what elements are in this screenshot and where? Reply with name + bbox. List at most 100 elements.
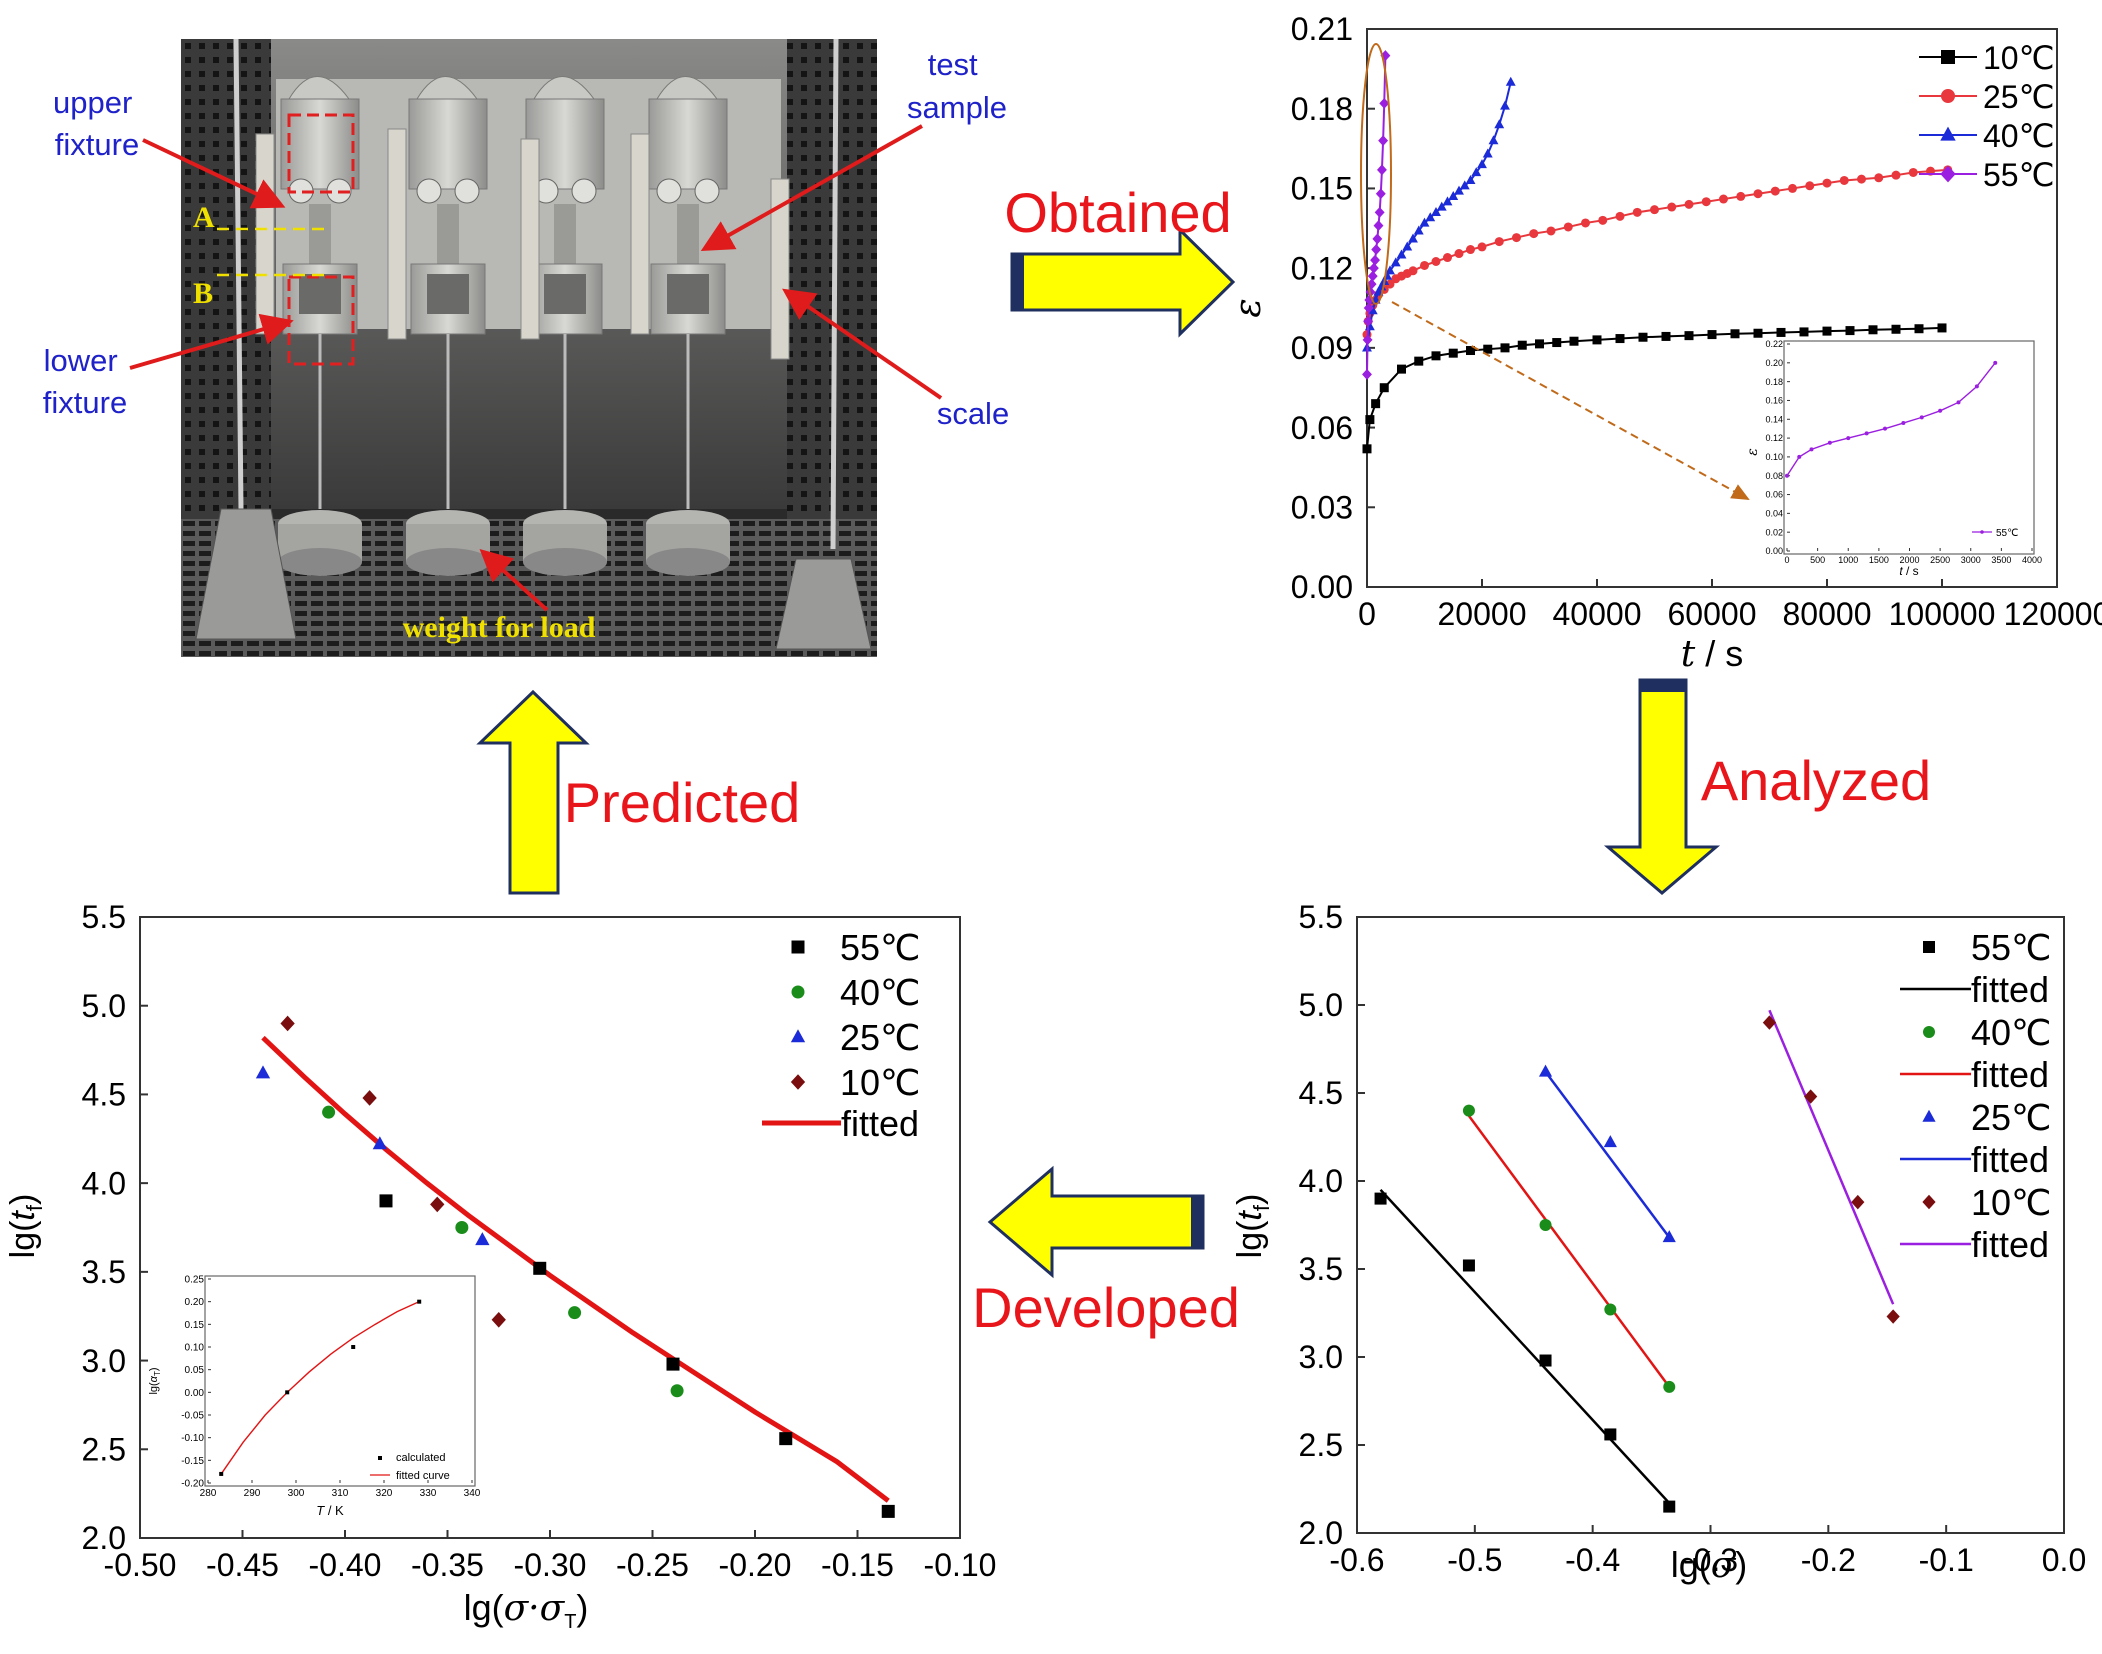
lgtf-reduced-chart: -0.50 -0.45 -0.40 -0.35 -0.30 -0.25 -0.20 -0.15… xyxy=(4,899,996,1633)
strain-data-point xyxy=(1719,194,1728,204)
strain-data-point xyxy=(1512,233,1521,243)
strain-data-point xyxy=(1805,181,1815,191)
reduced-data-point xyxy=(379,1194,393,1208)
strain-data-point xyxy=(1857,174,1866,184)
strain-data-point xyxy=(1380,50,1391,61)
reduced-inset-x-tick-label: 320 xyxy=(376,1488,393,1499)
reduced-data-point xyxy=(881,1504,895,1518)
strain-data-point xyxy=(1364,294,1375,306)
strain-data-point xyxy=(1390,257,1401,267)
strain-inset-point xyxy=(1901,421,1906,426)
sigma-y-tick-label: 4.5 xyxy=(1299,1075,1343,1111)
strain-inset-x-tick-label: 2000 xyxy=(1899,555,1919,565)
sigma-data-point xyxy=(1604,1428,1617,1441)
reduced-data-point xyxy=(491,1311,506,1328)
sigma-data-point xyxy=(1603,1135,1617,1148)
reduced-inset: 280 290 300 310 320 330 340 -0.20 -0.15 -0.10 -0.0… xyxy=(148,1275,481,1519)
strain-data-point xyxy=(1908,167,1918,177)
strain-data-point xyxy=(1684,331,1694,341)
sigma-fit-line xyxy=(1768,1009,1895,1305)
strain-data-point xyxy=(1408,233,1418,243)
sigma-data-point xyxy=(1663,1500,1676,1513)
sigma-legend-fit-label: fitted xyxy=(1971,1139,2049,1180)
strain-inset-x-title: t / s xyxy=(1899,564,1918,578)
strain-data-point xyxy=(1822,178,1832,188)
strain-inset-y-title: ε xyxy=(1745,448,1761,456)
strain-inset-x-tick-label: 2500 xyxy=(1930,555,1950,565)
obtained-label: Obtained xyxy=(1004,181,1231,244)
strain-inset-point xyxy=(1797,454,1802,459)
reduced-inset-x-tick-label: 290 xyxy=(244,1488,261,1499)
test-sample-label: test sample xyxy=(907,47,1007,125)
strain-data-point xyxy=(1425,212,1436,222)
strain-data-point xyxy=(1367,270,1378,282)
strain-data-point xyxy=(1494,119,1505,129)
strain-data-point xyxy=(1730,329,1740,339)
strain-inset-x-tick-label: 3000 xyxy=(1961,555,1981,565)
strain-data-point xyxy=(1488,135,1499,145)
reduced-x-tick-label: -0.15 xyxy=(821,1547,894,1583)
upper-fixture-label: upper fixture xyxy=(53,85,141,162)
reduced-y-tick-label: 5.5 xyxy=(82,899,126,935)
lower-fixture-pointer xyxy=(129,313,294,370)
strain-data-point xyxy=(1454,249,1464,259)
strain-inset-point xyxy=(1785,473,1789,478)
mark-b: B xyxy=(193,277,213,310)
reduced-x-tick-label: -0.10 xyxy=(924,1547,997,1583)
lower-fixture-label: lower fixture xyxy=(43,343,127,420)
strain-zoom-arrow xyxy=(1391,301,1750,500)
strain-data-point xyxy=(1379,383,1389,393)
strain-data-point xyxy=(1385,265,1395,275)
reduced-legend-marker xyxy=(790,1029,806,1043)
reduced-inset-x-tick-label: 330 xyxy=(420,1488,437,1499)
analyzed-arrow: Analyzed xyxy=(1603,678,1931,895)
strain-data-point xyxy=(1442,196,1453,206)
strain-data-point xyxy=(1362,369,1372,380)
strain-data-point xyxy=(1592,335,1602,345)
rulers xyxy=(255,128,790,360)
strain-data-point xyxy=(1471,167,1482,177)
upper-fixture-frame xyxy=(287,113,355,194)
sigma-x-tick-label: -0.4 xyxy=(1565,1542,1620,1578)
developed-label: Developed xyxy=(972,1276,1240,1339)
reduced-x-tick-label: -0.40 xyxy=(309,1547,382,1583)
strain-data-point xyxy=(1753,189,1763,199)
developed-arrow: Developed xyxy=(972,1165,1240,1339)
reduced-data-point xyxy=(779,1432,793,1446)
strain-data-point xyxy=(1632,207,1642,217)
sigma-x-tick-label: -0.5 xyxy=(1447,1542,1502,1578)
reduced-y-tick-label: 2.0 xyxy=(82,1520,126,1556)
sigma-x-tick-label: -0.6 xyxy=(1329,1542,1384,1578)
strain-inset-point xyxy=(1864,431,1869,436)
strain-data-point xyxy=(1375,188,1386,200)
strain-data-point xyxy=(1431,351,1441,361)
strain-data-point xyxy=(1822,326,1832,336)
strain-data-point xyxy=(1667,202,1677,212)
strain-data-point xyxy=(1363,302,1374,314)
sigma-legend-marker xyxy=(1922,1194,1936,1210)
strain-data-point xyxy=(1546,226,1556,236)
strain-data-point xyxy=(1891,324,1901,334)
strain-data-point xyxy=(1443,253,1452,263)
sigma-x-tick-label: -0.1 xyxy=(1919,1542,1974,1578)
sigma-y-tick-label: 3.0 xyxy=(1299,1339,1343,1375)
reduced-inset-fit-curve xyxy=(220,1301,420,1475)
strain-inset-point xyxy=(1827,440,1832,445)
strain-data-point xyxy=(1638,332,1648,342)
strain-data-point xyxy=(1937,323,1947,333)
reduced-y-axis-title: lg(tf) xyxy=(4,1194,47,1259)
strain-legend-marker xyxy=(1941,89,1955,103)
reduced-data-point xyxy=(475,1232,490,1246)
test-rig-photo: A B weight for load xyxy=(181,38,877,657)
strain-data-point xyxy=(1581,218,1590,228)
strain-data-point xyxy=(1371,399,1381,409)
strain-data-point xyxy=(1374,206,1385,218)
strain-inset-legend-marker xyxy=(1980,530,1984,534)
strain-inset-y-tick-label: 0.02 xyxy=(1765,527,1783,537)
reduced-x-tick-label: -0.35 xyxy=(411,1547,484,1583)
reduced-inset-y-title: lg(αT) xyxy=(148,1367,162,1394)
strain-inset-y-tick-label: 0.14 xyxy=(1765,414,1783,424)
reduced-y-tick-label: 4.0 xyxy=(82,1165,126,1201)
strain-data-point xyxy=(1535,339,1544,349)
